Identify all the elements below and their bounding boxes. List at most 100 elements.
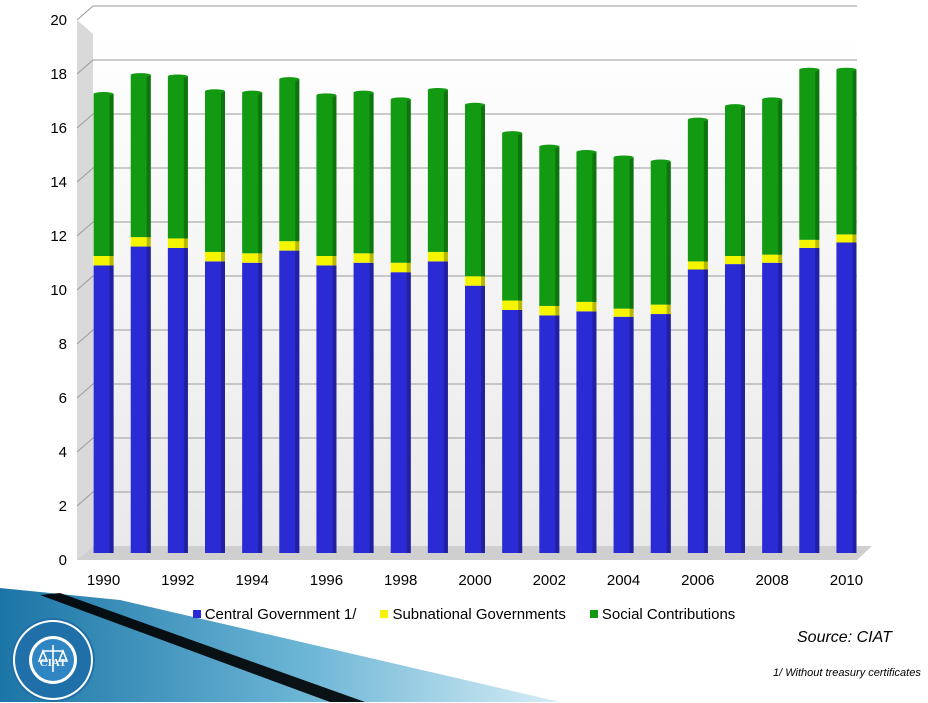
bar-2005-0	[650, 314, 671, 553]
bar-1996-2	[316, 95, 337, 256]
bar-1995-1	[279, 241, 300, 251]
bar-2000-1	[465, 276, 485, 286]
footnote: 1/ Without treasury certificates	[773, 667, 921, 679]
x-tick-label: 1990	[87, 572, 120, 589]
banner-stripe	[40, 593, 365, 702]
bar-1991-1	[130, 237, 151, 247]
bar-2009-1	[799, 239, 820, 248]
bar-shade-2009-2	[815, 69, 820, 240]
bar-2000-0	[465, 285, 485, 553]
gridline	[76, 113, 857, 129]
bar-2009-2	[799, 69, 820, 240]
bar-cap-1999	[427, 87, 448, 92]
legend-swatch	[589, 610, 598, 618]
y-tick-label: 6	[59, 390, 67, 407]
bar-2010-0	[836, 242, 857, 553]
bar-cap-1996	[316, 93, 337, 98]
bar-shade-2000-1	[481, 276, 485, 286]
bar-shade-2001-2	[518, 133, 523, 301]
bar-2001-2	[502, 133, 523, 301]
x-tick-label: 1992	[161, 572, 194, 589]
bar-shade-1998-1	[406, 262, 411, 273]
bar-shade-1991-0	[146, 246, 151, 554]
bar-shade-1990-1	[109, 256, 114, 266]
bar-cap-2004	[613, 155, 634, 160]
legend-label: Subnational Governments	[392, 606, 566, 623]
bar-2010-2	[836, 69, 857, 235]
y-tick-label: 14	[50, 174, 67, 191]
ciat-logo: CIAT	[11, 618, 95, 702]
bar-2006-2	[687, 119, 708, 262]
legend: Central Government 1/Subnational Governm…	[0, 606, 928, 623]
bar-shade-1991-2	[146, 75, 151, 238]
bar-1994-2	[242, 92, 263, 254]
bar-shade-1996-0	[332, 265, 337, 553]
x-tick-label: 2010	[830, 572, 863, 589]
bar-2010-1	[836, 234, 857, 243]
bar-shade-2003-2	[592, 152, 597, 302]
bar-shade-1995-2	[295, 79, 300, 242]
bar-1993-1	[205, 251, 225, 262]
bar-cap-2000	[465, 102, 485, 107]
bar-shade-2005-1	[666, 304, 671, 315]
bar-2001-1	[502, 300, 523, 310]
bar-shade-1990-2	[109, 94, 114, 256]
bar-1993-0	[205, 261, 225, 553]
bar-cap-2002	[539, 144, 560, 149]
bar-cap-2003	[576, 150, 597, 155]
bar-shade-1994-0	[258, 262, 263, 553]
bar-shade-2001-1	[518, 300, 523, 310]
bar-2002-1	[539, 305, 560, 316]
bar-shade-2003-0	[592, 311, 597, 553]
bar-shade-1999-1	[443, 251, 448, 262]
y-tick-label: 20	[50, 12, 67, 29]
bar-1996-0	[316, 265, 337, 553]
bar-shade-2004-0	[629, 316, 634, 553]
bar-cap-1997	[353, 90, 374, 95]
bar-shade-2005-2	[666, 161, 671, 305]
bar-shade-1996-2	[332, 95, 337, 256]
bar-shade-1994-2	[258, 92, 263, 254]
gridline	[76, 5, 857, 21]
bar-1995-0	[279, 250, 300, 553]
bar-2005-2	[650, 161, 671, 305]
y-tick-label: 0	[59, 552, 67, 569]
legend-label: Central Government 1/	[204, 606, 357, 623]
x-tick-label: 2006	[681, 572, 714, 589]
bar-2007-2	[725, 106, 745, 257]
bar-shade-2010-0	[852, 242, 857, 553]
bar-2005-1	[650, 304, 671, 315]
bar-2006-0	[687, 269, 708, 553]
y-tick-label: 4	[59, 444, 67, 461]
bar-2001-0	[502, 310, 523, 553]
bar-cap-2010	[836, 67, 857, 72]
bar-cap-1998	[390, 97, 411, 102]
bar-1994-0	[242, 262, 263, 553]
banner-decoration	[0, 588, 560, 702]
bar-1999-2	[427, 89, 448, 252]
bar-shade-1990-0	[109, 265, 114, 553]
gridline	[76, 275, 857, 291]
bar-shade-2003-1	[592, 301, 597, 312]
bar-cap-2009	[799, 67, 820, 72]
bar-shade-2007-0	[741, 264, 745, 553]
y-tick-label: 18	[50, 66, 67, 83]
bar-shade-1993-0	[221, 261, 225, 553]
bar-shade-2002-2	[555, 146, 560, 306]
bar-shade-1996-1	[332, 256, 337, 266]
bar-shade-1998-2	[406, 99, 411, 263]
bar-1998-2	[390, 99, 411, 263]
legend-swatch	[380, 610, 389, 618]
bar-1992-2	[167, 76, 188, 239]
bar-1990-0	[93, 265, 114, 553]
y-tick-label: 16	[50, 120, 67, 137]
gridlines	[76, 5, 857, 507]
bar-shade-2002-1	[555, 305, 560, 316]
legend-label: Social Contributions	[601, 606, 736, 623]
bar-shade-2006-2	[703, 119, 708, 262]
bar-shade-2008-2	[778, 99, 783, 255]
bar-1999-0	[427, 261, 448, 553]
plot-side-wall	[77, 20, 93, 560]
bar-1992-0	[167, 247, 188, 553]
bar-1993-2	[205, 91, 225, 252]
